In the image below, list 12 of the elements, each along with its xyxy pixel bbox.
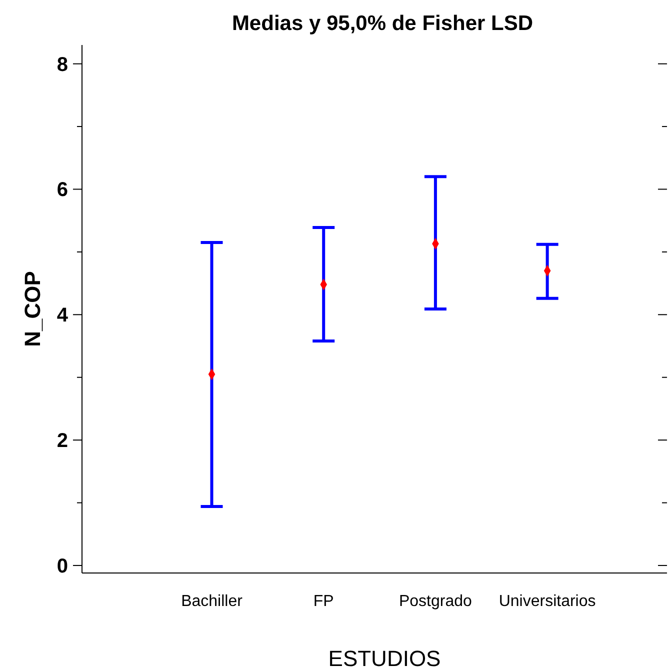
chart-title: Medias y 95,0% de Fisher LSD xyxy=(232,12,534,35)
x-tick-label: Universitarios xyxy=(498,593,596,610)
x-tick-label: FP xyxy=(313,593,334,610)
y-tick-label: 2 xyxy=(56,430,68,452)
x-axis-title: ESTUDIOS xyxy=(328,646,441,669)
y-tick-label: 0 xyxy=(56,555,68,578)
y-tick-label: 8 xyxy=(56,54,68,76)
y-tick-label: 4 xyxy=(56,304,69,327)
x-tick-label: Postgrado xyxy=(398,593,472,610)
x-tick-label: Bachiller xyxy=(181,593,244,610)
y-axis-title: N_COP xyxy=(20,271,45,347)
y-tick-label: 6 xyxy=(56,179,68,202)
